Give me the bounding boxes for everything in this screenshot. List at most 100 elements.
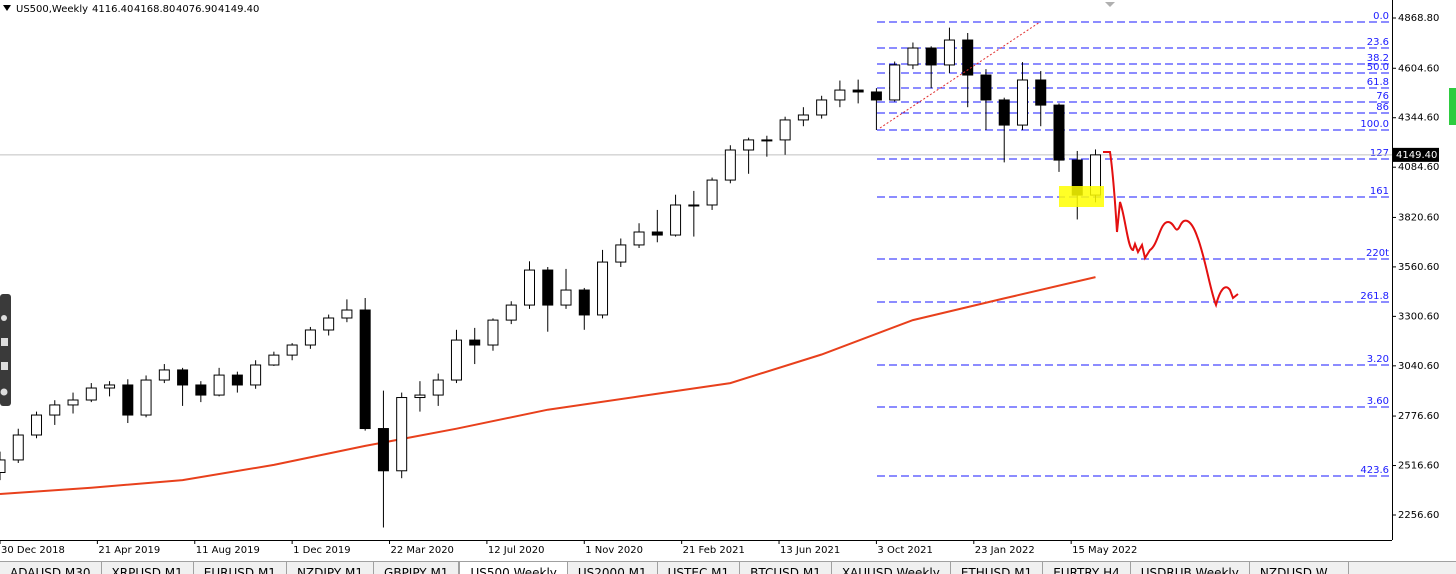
y-tick-label: 3560.60 [1398, 262, 1439, 273]
fib-label: 38.2 [1367, 53, 1389, 64]
candle [578, 287, 590, 330]
candle-body [980, 74, 992, 101]
fib-label: 100.0 [1360, 119, 1389, 130]
shift-marker [1105, 2, 1115, 7]
x-tick-label: 13 Jun 2021 [780, 545, 840, 556]
candle-body [578, 289, 590, 316]
current-price-box [1393, 147, 1439, 162]
candle-body [962, 39, 974, 76]
candle [323, 314, 335, 336]
candle-body [359, 309, 371, 430]
candle-body [268, 354, 280, 366]
candle-body [231, 374, 243, 386]
x-tick-label: 3 Oct 2021 [877, 545, 932, 556]
header-close: 4149.40 [218, 4, 259, 15]
candle [724, 145, 736, 184]
candle-body [158, 369, 170, 381]
fib-label: 161 [1370, 186, 1389, 197]
candle [432, 373, 444, 406]
candle [414, 381, 426, 412]
tab[interactable]: NZDJPY,M1 [287, 562, 375, 574]
left-toolbar[interactable] [0, 294, 11, 406]
candle [213, 367, 225, 397]
candle-body [487, 319, 499, 346]
projection-drawing [1103, 151, 1239, 309]
fib-label: 86 [1376, 102, 1389, 113]
y-tick-label: 2256.60 [1398, 510, 1439, 521]
tab[interactable]: BTCUSD,M1 [740, 562, 832, 574]
y-tick-label: 4604.60 [1398, 63, 1439, 74]
candle-body [889, 64, 901, 101]
candle-body [12, 434, 24, 461]
candle [177, 367, 189, 406]
candle [158, 364, 170, 384]
candle-body [140, 379, 152, 416]
candle [195, 381, 207, 403]
toolbar-icon[interactable] [1, 362, 8, 370]
toolbar-icon[interactable] [1, 338, 8, 346]
candle-body [505, 304, 517, 321]
candle [523, 261, 535, 309]
toolbar-icon[interactable] [1, 315, 7, 321]
candle-body [651, 231, 663, 236]
toolbar-icon[interactable] [0, 388, 8, 396]
tab[interactable]: ETHUSD,M1 [951, 562, 1044, 574]
fib-label: 50.0 [1367, 62, 1389, 73]
x-tick-label: 30 Dec 2018 [1, 545, 65, 556]
candle [450, 329, 462, 384]
candle-body [724, 149, 736, 181]
x-tick-label: 22 Mar 2020 [391, 545, 454, 556]
candle [560, 268, 572, 309]
candle [377, 390, 389, 528]
candle [670, 194, 682, 237]
tab[interactable]: ADAUSD,M30 [0, 562, 102, 574]
candle-body [633, 231, 645, 246]
candle [1053, 103, 1065, 172]
y-tick-label: 4344.60 [1398, 113, 1439, 124]
tab[interactable]: USTEC,M1 [658, 562, 741, 574]
candle-body [469, 339, 481, 346]
candle-body [907, 47, 919, 66]
candle [597, 249, 609, 319]
header-high: 4168.80 [134, 4, 175, 15]
candle-body [304, 329, 316, 346]
candle-body [341, 309, 353, 319]
fib-label: 0.0 [1373, 11, 1389, 22]
header-arrow[interactable] [3, 5, 11, 11]
tab[interactable]: GBPJPY,M1 [374, 562, 460, 574]
candle [104, 381, 116, 397]
tab[interactable]: NZDUSD,W... [1250, 562, 1349, 574]
candle [615, 238, 627, 268]
fib-label: 3.60 [1367, 396, 1389, 407]
tab[interactable]: XRPUSD,M1 [102, 562, 194, 574]
candle [998, 97, 1010, 163]
candle [1035, 71, 1047, 127]
axes: 4868.80 4604.60 4344.60 4084.60 3820.60 3560.… [0, 13, 1439, 556]
tab[interactable]: USDRUB,Weekly [1131, 562, 1250, 574]
tab[interactable]: US2000,M1 [568, 562, 658, 574]
candle [304, 326, 316, 349]
tab[interactable]: XAUUSD,Weekly [832, 562, 951, 574]
current-price-label: 4149.40 [1396, 150, 1437, 161]
chart-background [0, 0, 1456, 561]
active-tab[interactable]: US500,Weekly [459, 562, 568, 574]
candle-body [706, 179, 718, 206]
tab[interactable]: EURUSD,M1 [194, 562, 287, 574]
candle [761, 135, 773, 157]
candle [816, 95, 828, 119]
y-tick-label: 2516.60 [1398, 461, 1439, 472]
toolbar-panel [0, 294, 11, 406]
moving-average [0, 276, 1096, 495]
candle [505, 301, 517, 325]
candle-body [761, 139, 773, 142]
x-tick-label: 11 Aug 2019 [196, 545, 260, 556]
candle [31, 411, 43, 439]
candle-body [49, 404, 61, 416]
x-tick-label: 12 Jul 2020 [488, 545, 545, 556]
candle [286, 343, 298, 361]
candle [341, 299, 353, 323]
fib-label: 61.8 [1367, 77, 1389, 88]
tab[interactable]: EURTRY,H4 [1043, 562, 1131, 574]
candle-body [0, 459, 6, 473]
